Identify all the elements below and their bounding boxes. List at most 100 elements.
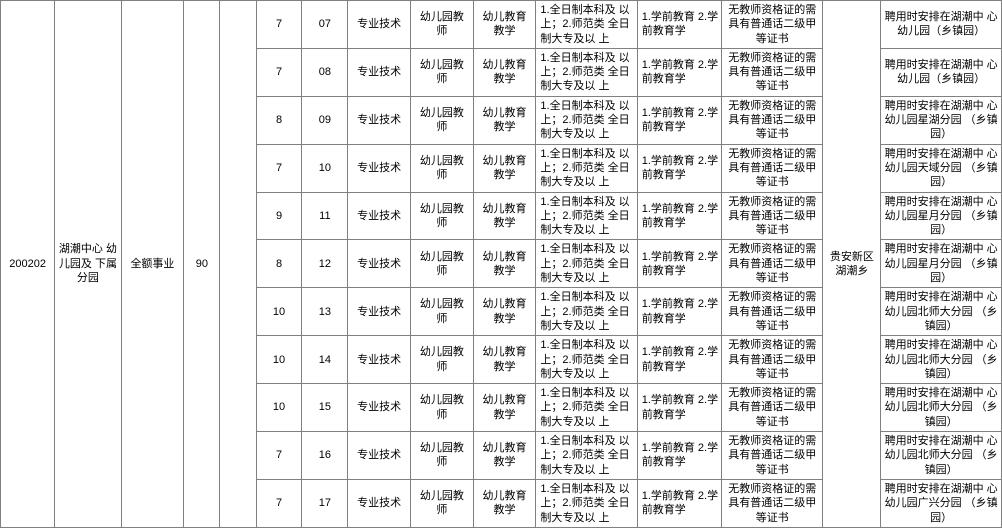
major-cell: 1.学前教育 2.学前教育学 (637, 384, 721, 432)
job-category-cell: 专业技术 (348, 384, 411, 432)
spacer-cell (220, 1, 256, 528)
job-category-cell: 专业技术 (348, 479, 411, 527)
cert-cell: 无教师资格证的需 具有普通话二级甲 等证书 (722, 432, 823, 480)
count-cell: 10 (256, 384, 302, 432)
education-cell: 1.全日制本科及 以上；2.师范类 全日制大专及以 上 (536, 384, 637, 432)
job-category-cell: 专业技术 (348, 432, 411, 480)
education-cell: 1.全日制本科及 以上；2.师范类 全日制大专及以 上 (536, 240, 637, 288)
remark-cell: 聘用时安排在湖潮中 心幼儿园（乡镇园） (881, 48, 1002, 96)
major-cell: 1.学前教育 2.学前教育学 (637, 96, 721, 144)
count-cell: 10 (256, 336, 302, 384)
subject-cell: 幼儿教育 教学 (473, 192, 536, 240)
remark-cell: 聘用时安排在湖潮中 心幼儿园天域分园 （乡镇园） (881, 144, 1002, 192)
position-number-cell: 10 (302, 144, 348, 192)
position-name-cell: 幼儿园教 师 (411, 432, 474, 480)
education-cell: 1.全日制本科及 以上；2.师范类 全日制大专及以 上 (536, 192, 637, 240)
position-name-cell: 幼儿园教 师 (411, 288, 474, 336)
remark-cell: 聘用时安排在湖潮中 心幼儿园北师大分园 （乡镇园） (881, 288, 1002, 336)
education-cell: 1.全日制本科及 以上；2.师范类 全日制大专及以 上 (536, 48, 637, 96)
cert-cell: 无教师资格证的需 具有普通话二级甲 等证书 (722, 479, 823, 527)
funding-type-cell: 全额事业 (121, 1, 184, 528)
subject-cell: 幼儿教育 教学 (473, 144, 536, 192)
major-cell: 1.学前教育 2.学前教育学 (637, 240, 721, 288)
position-number-cell: 13 (302, 288, 348, 336)
cert-cell: 无教师资格证的需 具有普通话二级甲 等证书 (722, 48, 823, 96)
major-cell: 1.学前教育 2.学前教育学 (637, 144, 721, 192)
count-cell: 7 (256, 432, 302, 480)
subject-cell: 幼儿教育 教学 (473, 336, 536, 384)
table-row: 200202湖潮中心 幼儿园及 下属分园全额事业90707专业技术幼儿园教 师幼… (1, 1, 1002, 49)
job-category-cell: 专业技术 (348, 240, 411, 288)
position-name-cell: 幼儿园教 师 (411, 384, 474, 432)
position-number-cell: 16 (302, 432, 348, 480)
position-name-cell: 幼儿园教 师 (411, 96, 474, 144)
subject-cell: 幼儿教育 教学 (473, 240, 536, 288)
subject-cell: 幼儿教育 教学 (473, 48, 536, 96)
education-cell: 1.全日制本科及 以上；2.师范类 全日制大专及以 上 (536, 96, 637, 144)
count-cell: 8 (256, 96, 302, 144)
education-cell: 1.全日制本科及 以上；2.师范类 全日制大专及以 上 (536, 1, 637, 49)
position-number-cell: 09 (302, 96, 348, 144)
position-name-cell: 幼儿园教 师 (411, 479, 474, 527)
position-name-cell: 幼儿园教 师 (411, 48, 474, 96)
education-cell: 1.全日制本科及 以上；2.师范类 全日制大专及以 上 (536, 336, 637, 384)
count-cell: 7 (256, 48, 302, 96)
position-name-cell: 幼儿园教 师 (411, 1, 474, 49)
position-name-cell: 幼儿园教 师 (411, 144, 474, 192)
subject-cell: 幼儿教育 教学 (473, 432, 536, 480)
job-category-cell: 专业技术 (348, 1, 411, 49)
cert-cell: 无教师资格证的需 具有普通话二级甲 等证书 (722, 384, 823, 432)
remark-cell: 聘用时安排在湖潮中 心幼儿园星月分园 （乡镇园） (881, 240, 1002, 288)
count-cell: 9 (256, 192, 302, 240)
education-cell: 1.全日制本科及 以上；2.师范类 全日制大专及以 上 (536, 288, 637, 336)
count-cell: 7 (256, 1, 302, 49)
education-cell: 1.全日制本科及 以上；2.师范类 全日制大专及以 上 (536, 479, 637, 527)
position-number-cell: 15 (302, 384, 348, 432)
remark-cell: 聘用时安排在湖潮中 心幼儿园北师大分园 （乡镇园） (881, 384, 1002, 432)
job-category-cell: 专业技术 (348, 96, 411, 144)
position-number-cell: 08 (302, 48, 348, 96)
cert-cell: 无教师资格证的需 具有普通话二级甲 等证书 (722, 192, 823, 240)
cert-cell: 无教师资格证的需 具有普通话二级甲 等证书 (722, 288, 823, 336)
position-name-cell: 幼儿园教 师 (411, 336, 474, 384)
major-cell: 1.学前教育 2.学前教育学 (637, 336, 721, 384)
subject-cell: 幼儿教育 教学 (473, 479, 536, 527)
subject-cell: 幼儿教育 教学 (473, 1, 536, 49)
remark-cell: 聘用时安排在湖潮中 心幼儿园北师大分园 （乡镇园） (881, 336, 1002, 384)
major-cell: 1.学前教育 2.学前教育学 (637, 288, 721, 336)
subject-cell: 幼儿教育 教学 (473, 96, 536, 144)
subject-cell: 幼儿教育 教学 (473, 384, 536, 432)
total-positions-cell: 90 (184, 1, 220, 528)
cert-cell: 无教师资格证的需 具有普通话二级甲 等证书 (722, 1, 823, 49)
remark-cell: 聘用时安排在湖潮中 心幼儿园星月分园 （乡镇园） (881, 192, 1002, 240)
remark-cell: 聘用时安排在湖潮中 心幼儿园（乡镇园） (881, 1, 1002, 49)
remark-cell: 聘用时安排在湖潮中 心幼儿园星湖分园 （乡镇园） (881, 96, 1002, 144)
position-number-cell: 11 (302, 192, 348, 240)
job-category-cell: 专业技术 (348, 48, 411, 96)
major-cell: 1.学前教育 2.学前教育学 (637, 48, 721, 96)
position-number-cell: 14 (302, 336, 348, 384)
count-cell: 7 (256, 144, 302, 192)
major-cell: 1.学前教育 2.学前教育学 (637, 479, 721, 527)
count-cell: 8 (256, 240, 302, 288)
subject-cell: 幼儿教育 教学 (473, 288, 536, 336)
position-number-cell: 17 (302, 479, 348, 527)
position-name-cell: 幼儿园教 师 (411, 192, 474, 240)
major-cell: 1.学前教育 2.学前教育学 (637, 432, 721, 480)
cert-cell: 无教师资格证的需 具有普通话二级甲 等证书 (722, 240, 823, 288)
major-cell: 1.学前教育 2.学前教育学 (637, 192, 721, 240)
education-cell: 1.全日制本科及 以上；2.师范类 全日制大专及以 上 (536, 144, 637, 192)
unit-name-cell: 湖潮中心 幼儿园及 下属分园 (55, 1, 121, 528)
position-number-cell: 12 (302, 240, 348, 288)
cert-cell: 无教师资格证的需 具有普通话二级甲 等证书 (722, 144, 823, 192)
job-category-cell: 专业技术 (348, 288, 411, 336)
position-number-cell: 07 (302, 1, 348, 49)
job-category-cell: 专业技术 (348, 144, 411, 192)
area-cell: 贵安新区 湖潮乡 (823, 1, 881, 528)
remark-cell: 聘用时安排在湖潮中 心幼儿园广兴分园 （乡镇园） (881, 479, 1002, 527)
job-category-cell: 专业技术 (348, 192, 411, 240)
job-category-cell: 专业技术 (348, 336, 411, 384)
remark-cell: 聘用时安排在湖潮中 心幼儿园北师大分园 （乡镇园） (881, 432, 1002, 480)
position-name-cell: 幼儿园教 师 (411, 240, 474, 288)
major-cell: 1.学前教育 2.学前教育学 (637, 1, 721, 49)
